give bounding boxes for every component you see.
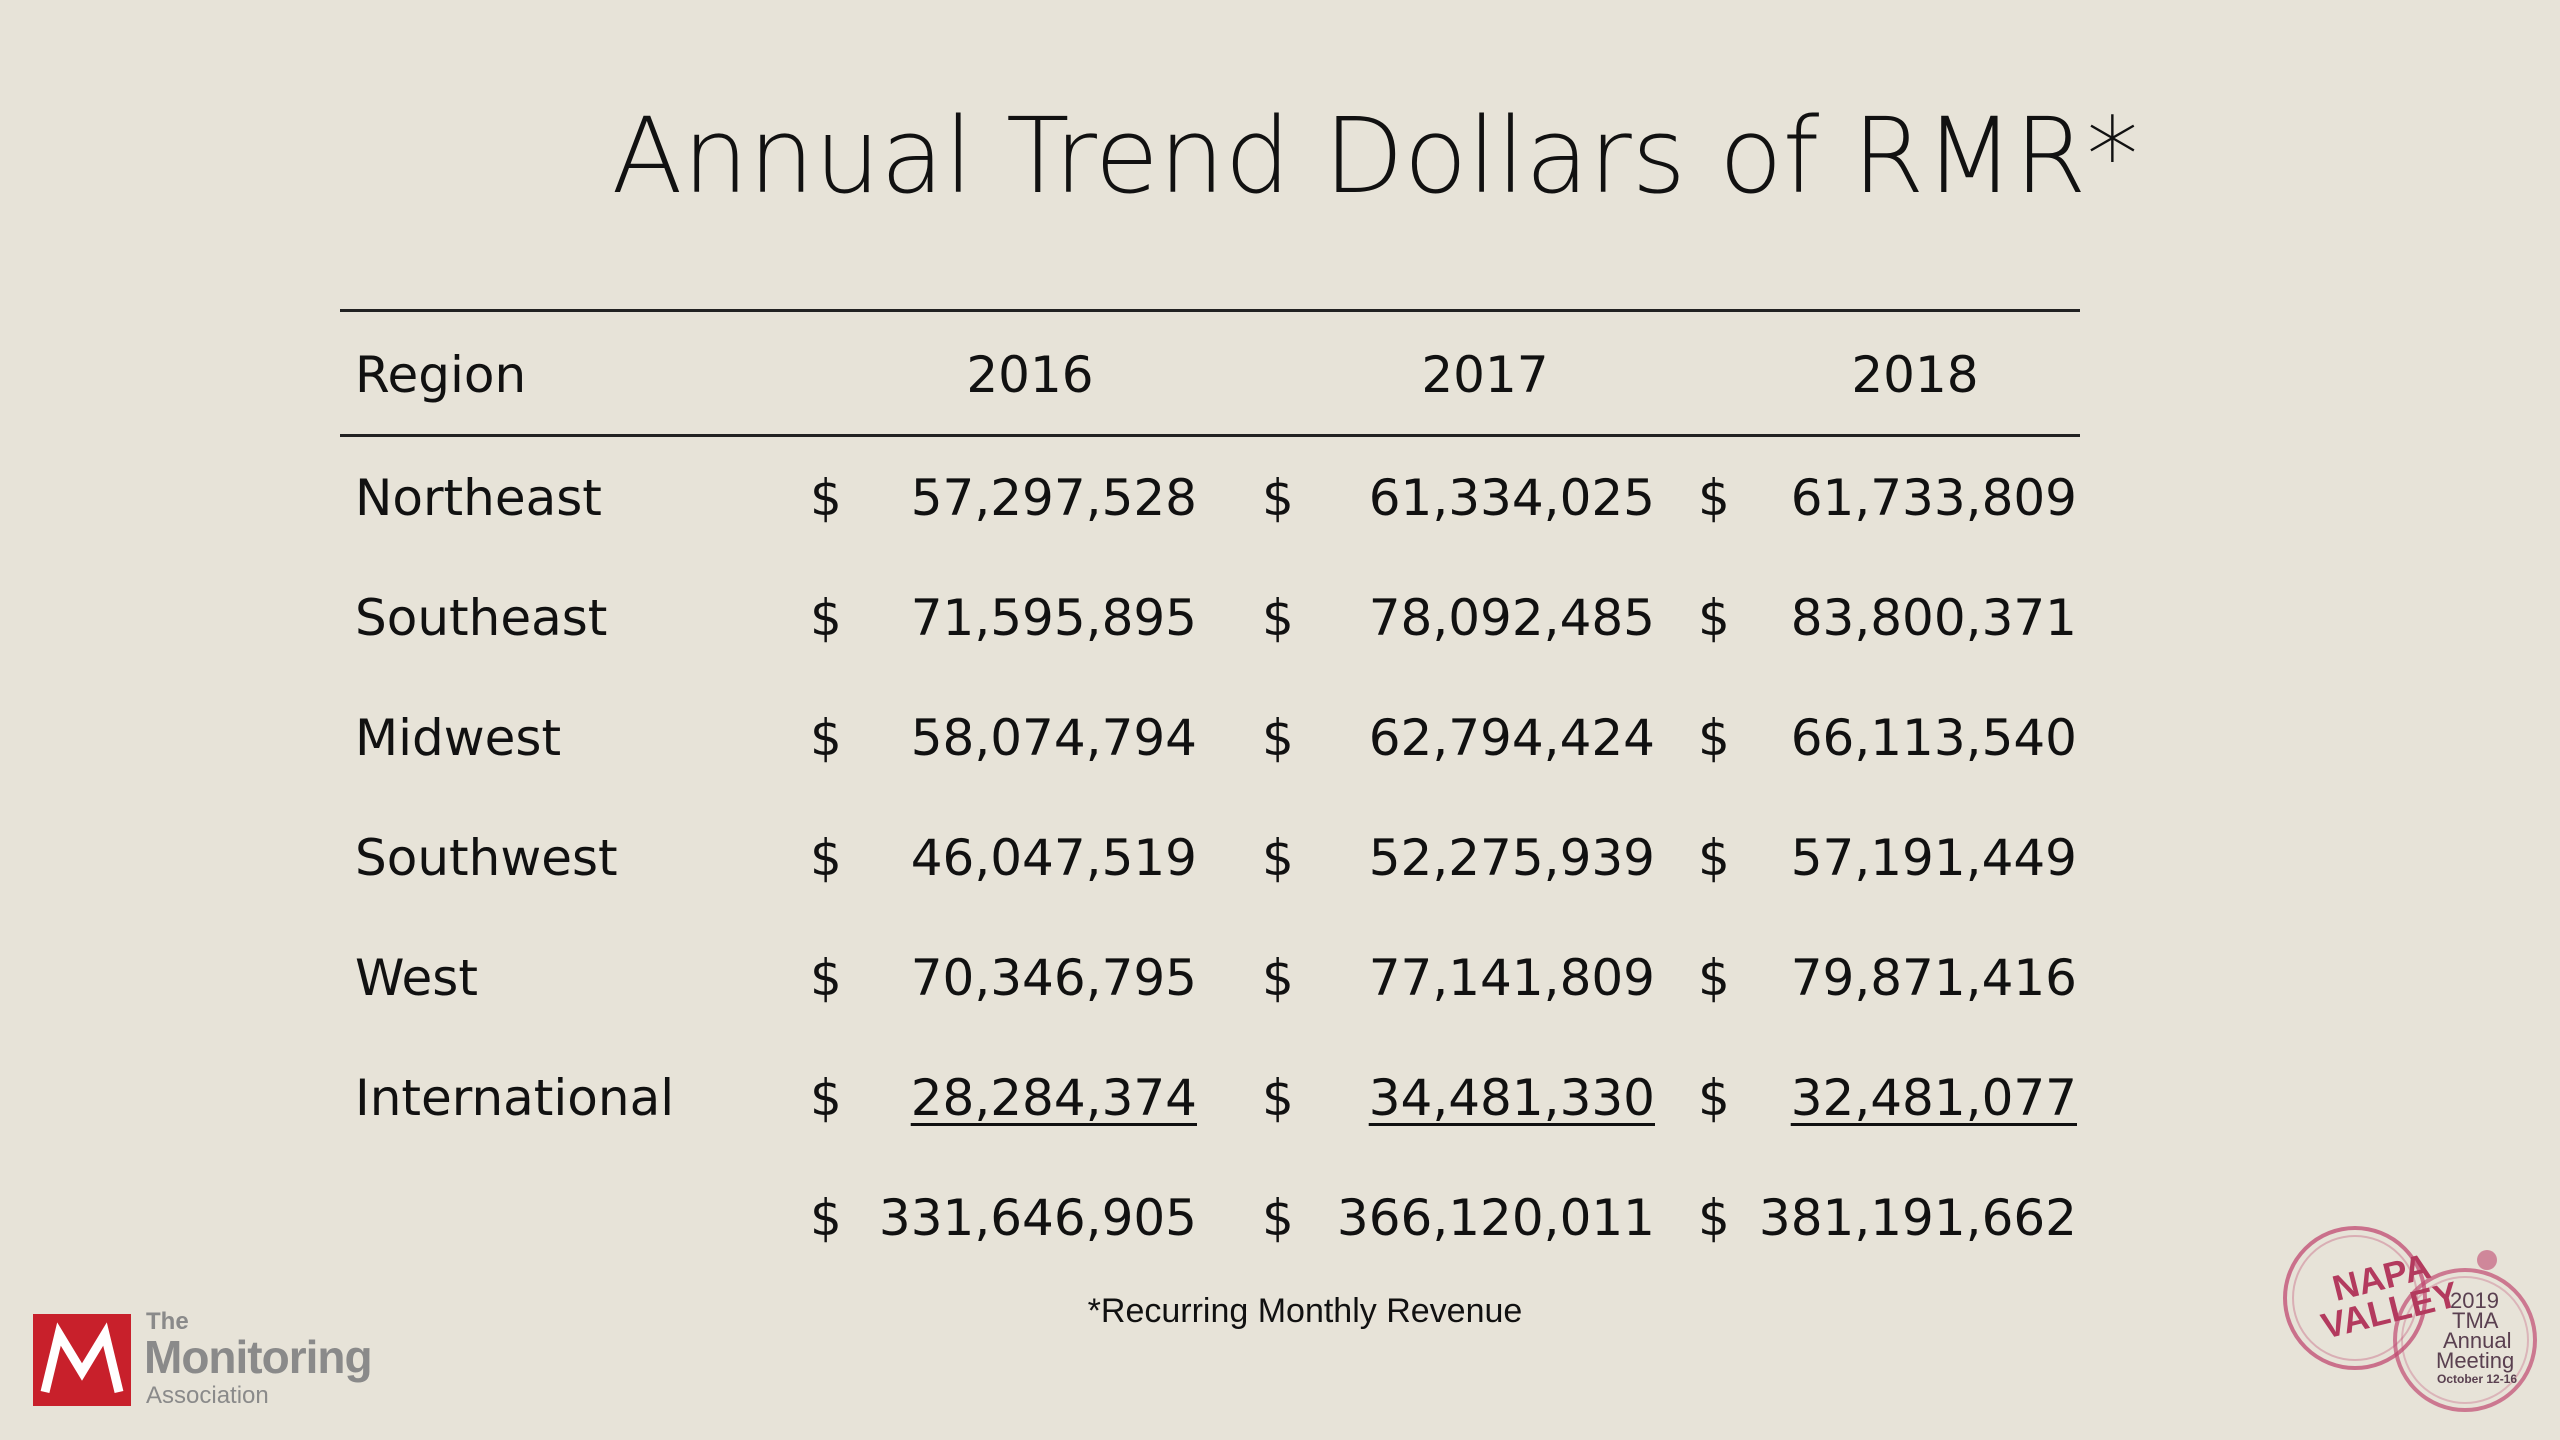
currency-symbol: $ bbox=[1698, 589, 1730, 647]
currency-symbol: $ bbox=[810, 1069, 842, 1127]
currency-symbol: $ bbox=[1698, 829, 1730, 887]
table-header-rule bbox=[340, 434, 2080, 437]
table-top-rule bbox=[340, 309, 2080, 312]
logo-sub: Association bbox=[146, 1382, 269, 1409]
value-2018: 32,481,077 bbox=[1737, 1068, 2077, 1128]
badge-year: 2019 bbox=[2450, 1288, 2499, 1313]
currency-symbol: $ bbox=[810, 709, 842, 767]
value-2017: 52,275,939 bbox=[1368, 829, 1655, 887]
value-2017: 34,481,330 bbox=[1315, 1068, 1655, 1128]
currency-symbol: $ bbox=[1698, 469, 1730, 527]
value-2018: 57,191,449 bbox=[1790, 829, 2077, 887]
row-region-label: West bbox=[355, 949, 478, 1007]
row-region-label: Northeast bbox=[355, 469, 602, 527]
total-2018: 381,191,662 bbox=[1758, 1189, 2077, 1247]
badge-rings-icon bbox=[2283, 1226, 2537, 1412]
currency-symbol: $ bbox=[1262, 589, 1294, 647]
value-2018: 61,733,809 bbox=[1790, 469, 2077, 527]
total-2017: 366,120,011 bbox=[1336, 1189, 1655, 1247]
badge-dates: October 12-16 bbox=[2437, 1372, 2518, 1386]
value-text: 32,481,077 bbox=[1790, 1069, 2077, 1127]
currency-symbol: $ bbox=[1698, 949, 1730, 1007]
currency-symbol: $ bbox=[1262, 949, 1294, 1007]
currency-symbol: $ bbox=[810, 589, 842, 647]
total-2016: 331,646,905 bbox=[878, 1189, 1197, 1247]
value-text: 28,284,374 bbox=[910, 1069, 1197, 1127]
row-region-label: Southeast bbox=[355, 589, 608, 647]
value-text: 34,481,330 bbox=[1368, 1069, 1655, 1127]
value-2016: 46,047,519 bbox=[910, 829, 1197, 887]
badge-meeting: Meeting bbox=[2436, 1348, 2515, 1373]
logo-the: The bbox=[146, 1308, 189, 1335]
header-year-2017: 2017 bbox=[1421, 346, 1549, 404]
row-region-label: Southwest bbox=[355, 829, 618, 887]
value-2016: 71,595,895 bbox=[910, 589, 1197, 647]
currency-symbol: $ bbox=[1698, 1189, 1730, 1247]
value-2017: 78,092,485 bbox=[1368, 589, 1655, 647]
slide-title: Annual Trend Dollars of RMR* bbox=[611, 95, 2139, 217]
napa-valley-badge: NAPA VALLEY 2019 TMA Annual Meeting Octo… bbox=[2280, 1200, 2540, 1420]
value-2018: 83,800,371 bbox=[1790, 589, 2077, 647]
value-2018: 66,113,540 bbox=[1790, 709, 2077, 767]
value-2017: 62,794,424 bbox=[1368, 709, 1655, 767]
value-2016: 70,346,795 bbox=[910, 949, 1197, 1007]
value-2016: 28,284,374 bbox=[857, 1068, 1197, 1128]
footnote: *Recurring Monthly Revenue bbox=[1087, 1292, 1523, 1330]
value-2018: 79,871,416 bbox=[1790, 949, 2077, 1007]
badge-tma: TMA bbox=[2452, 1308, 2499, 1333]
value-2016: 58,074,794 bbox=[910, 709, 1197, 767]
monitoring-association-logo: The Monitoring Association bbox=[33, 1308, 433, 1418]
header-year-2018: 2018 bbox=[1851, 346, 1979, 404]
value-2016: 57,297,528 bbox=[910, 469, 1197, 527]
currency-symbol: $ bbox=[1698, 1069, 1730, 1127]
badge-annual: Annual bbox=[2443, 1328, 2512, 1353]
currency-symbol: $ bbox=[1262, 829, 1294, 887]
header-region: Region bbox=[355, 346, 527, 404]
currency-symbol: $ bbox=[810, 1189, 842, 1247]
header-year-2016: 2016 bbox=[966, 346, 1094, 404]
currency-symbol: $ bbox=[1262, 709, 1294, 767]
logo-name: Monitoring bbox=[144, 1331, 373, 1383]
logo-m-icon bbox=[33, 1314, 131, 1406]
currency-symbol: $ bbox=[810, 469, 842, 527]
currency-symbol: $ bbox=[1262, 469, 1294, 527]
row-region-label: Midwest bbox=[355, 709, 562, 767]
value-2017: 77,141,809 bbox=[1368, 949, 1655, 1007]
currency-symbol: $ bbox=[810, 949, 842, 1007]
currency-symbol: $ bbox=[1262, 1069, 1294, 1127]
currency-symbol: $ bbox=[810, 829, 842, 887]
currency-symbol: $ bbox=[1698, 709, 1730, 767]
row-region-label: International bbox=[355, 1069, 675, 1127]
value-2017: 61,334,025 bbox=[1368, 469, 1655, 527]
currency-symbol: $ bbox=[1262, 1189, 1294, 1247]
